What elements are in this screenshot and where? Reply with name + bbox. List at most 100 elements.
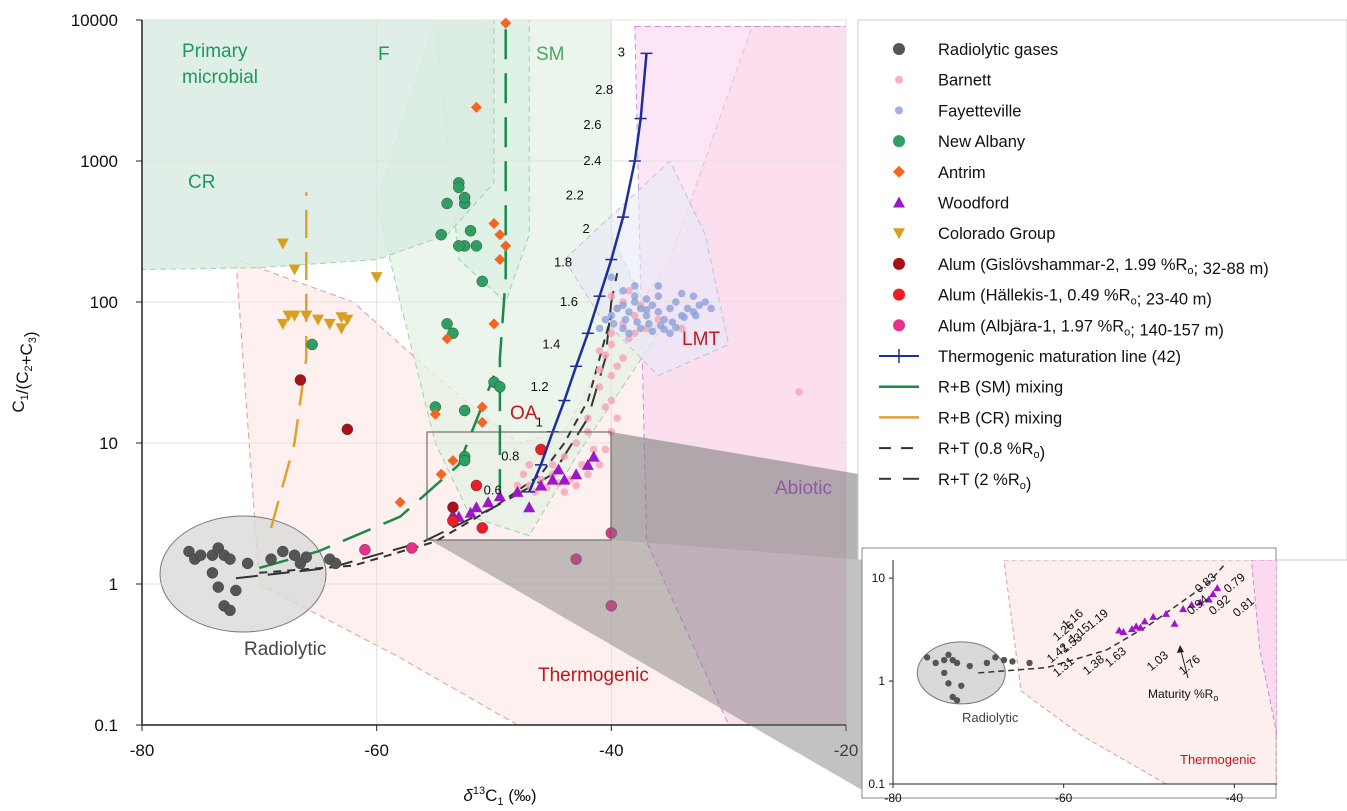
legend-label: Thermogenic maturation line (42) bbox=[938, 348, 1181, 366]
point bbox=[581, 458, 594, 470]
point bbox=[607, 340, 616, 349]
legend-item: New Albany bbox=[893, 133, 1026, 151]
point bbox=[441, 333, 453, 345]
legend-item: R+T (0.8 %Ro) bbox=[879, 440, 1045, 462]
legend-item: Woodford bbox=[893, 195, 1009, 213]
point bbox=[654, 282, 663, 290]
point bbox=[464, 225, 477, 237]
y-tick-label: 0.1 bbox=[94, 716, 118, 735]
point bbox=[312, 314, 324, 326]
inset-mixing-line bbox=[978, 562, 1227, 674]
inset-abiotic-region bbox=[1250, 560, 1277, 735]
point bbox=[447, 327, 459, 339]
legend-label: Fayetteville bbox=[938, 102, 1021, 120]
point bbox=[607, 273, 616, 281]
point bbox=[288, 264, 301, 276]
point bbox=[625, 287, 633, 295]
inset-point bbox=[1149, 612, 1158, 620]
maturity-label: 0.6 bbox=[484, 483, 502, 498]
legend-marker bbox=[895, 75, 903, 84]
point bbox=[511, 485, 524, 497]
point bbox=[636, 324, 645, 333]
point bbox=[609, 320, 618, 328]
legend-label: R+T (2 %Ro) bbox=[938, 471, 1031, 493]
maturity-label: 2 bbox=[582, 221, 589, 236]
legend-marker bbox=[893, 165, 905, 178]
point bbox=[488, 218, 500, 230]
point bbox=[558, 473, 571, 485]
point bbox=[595, 324, 604, 333]
point bbox=[441, 197, 453, 210]
region-label-cr: CR bbox=[188, 172, 215, 193]
region-cr-primary bbox=[142, 20, 495, 271]
legend-marker bbox=[893, 43, 905, 55]
inset-point bbox=[1162, 609, 1171, 617]
point bbox=[595, 461, 604, 469]
point bbox=[447, 455, 459, 467]
point bbox=[683, 304, 692, 313]
region-labels: PrimarymicrobialFSMCRLMTOAAbioticThermog… bbox=[182, 41, 832, 686]
region-label-oa: OA bbox=[510, 403, 538, 424]
field-regions bbox=[142, 20, 846, 725]
series-colorado-group bbox=[276, 238, 383, 335]
legend-marker bbox=[895, 106, 903, 115]
point bbox=[206, 567, 219, 579]
point bbox=[654, 292, 663, 300]
point bbox=[692, 311, 700, 320]
point bbox=[625, 329, 633, 338]
legend-label: Woodford bbox=[938, 195, 1009, 213]
x-axis-title: δ13C1 (‰) bbox=[463, 785, 536, 808]
point bbox=[572, 481, 580, 490]
y-tick-label: 100 bbox=[90, 293, 118, 312]
point bbox=[605, 600, 618, 612]
x-tick-label: -20 bbox=[834, 741, 859, 760]
point bbox=[523, 501, 536, 513]
point bbox=[294, 374, 307, 386]
point bbox=[212, 581, 224, 593]
inset-point bbox=[1026, 659, 1033, 667]
point bbox=[689, 292, 698, 300]
point bbox=[607, 329, 616, 338]
point bbox=[613, 414, 621, 422]
maturity-label: 1.4 bbox=[542, 336, 560, 351]
point bbox=[619, 354, 627, 362]
inset-point bbox=[1187, 600, 1196, 608]
inset-point bbox=[945, 680, 952, 687]
point bbox=[224, 604, 236, 617]
point bbox=[619, 324, 627, 333]
point bbox=[570, 468, 583, 480]
point bbox=[500, 17, 512, 29]
point bbox=[441, 318, 453, 330]
point bbox=[654, 315, 663, 324]
series-antrim bbox=[394, 17, 512, 508]
legend-item: R+B (SM) mixing bbox=[879, 379, 1063, 397]
inset-x-tick-label: -60 bbox=[1055, 791, 1073, 805]
point bbox=[560, 452, 569, 461]
point bbox=[621, 315, 630, 324]
point bbox=[500, 240, 512, 252]
point bbox=[560, 488, 569, 496]
point bbox=[394, 496, 406, 508]
y-tick-label: 10000 bbox=[71, 11, 118, 30]
inset-point bbox=[1136, 623, 1145, 631]
point bbox=[660, 325, 668, 334]
inset-point bbox=[1132, 622, 1141, 630]
point bbox=[494, 229, 506, 241]
point bbox=[633, 318, 641, 326]
inset-point bbox=[1009, 658, 1016, 665]
legend-item: Colorado Group bbox=[893, 225, 1055, 243]
point bbox=[370, 272, 383, 284]
y-tick-label: 10 bbox=[99, 434, 118, 453]
point bbox=[795, 388, 803, 396]
series-radiolytic-gases bbox=[183, 542, 342, 617]
point bbox=[429, 408, 441, 420]
legend-item: Barnett bbox=[895, 72, 992, 90]
point bbox=[335, 323, 348, 335]
inset-point bbox=[1196, 598, 1205, 606]
y-axis-title: C1/(C2+C3) bbox=[9, 331, 40, 412]
point bbox=[648, 301, 657, 309]
point bbox=[572, 439, 580, 447]
region-label-microbial: microbial bbox=[182, 67, 258, 88]
point bbox=[341, 314, 354, 326]
inset-point bbox=[953, 659, 961, 667]
